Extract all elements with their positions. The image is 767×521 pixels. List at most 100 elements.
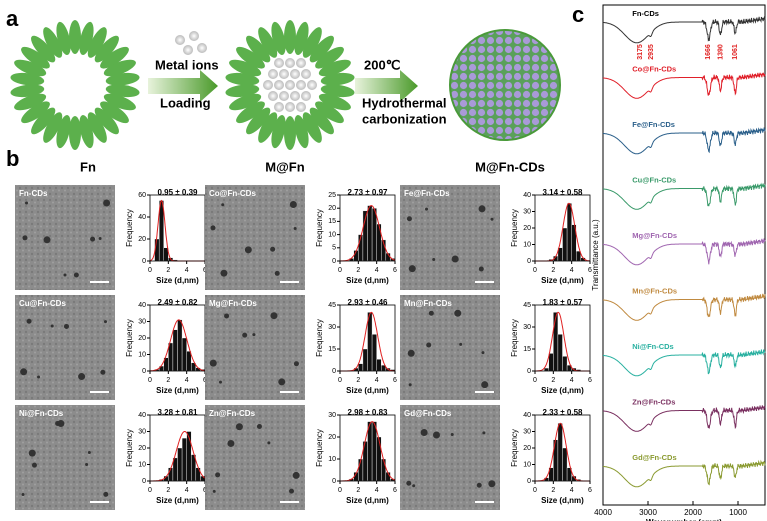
size-label: 3.14 ± 0.58 (543, 188, 584, 197)
histogram-bar (376, 359, 382, 372)
particle (425, 207, 429, 211)
x-tick-label: 6 (393, 267, 397, 274)
metal-ion (301, 91, 311, 101)
particle (28, 449, 36, 457)
particle (252, 333, 256, 337)
x-axis-label: Size (d,nm) (156, 386, 199, 395)
particle (490, 217, 494, 221)
particle (22, 235, 28, 241)
particle (26, 318, 32, 324)
arrow (148, 70, 218, 102)
histogram-bar (172, 329, 178, 372)
histogram-bar (557, 423, 563, 482)
peak-label: 2935 (648, 44, 655, 60)
y-tick-label: 40 (523, 192, 531, 199)
x-tick-label: 4 (185, 487, 189, 494)
curve-label: Mg@Fn-CDs (632, 231, 677, 240)
x-tick-label: 0 (533, 487, 537, 494)
curve-label: Ni@Fn-CDs (632, 342, 673, 351)
y-tick-label: 40 (138, 214, 146, 221)
y-tick-label: 20 (523, 225, 531, 232)
ftir-frame (602, 4, 766, 506)
particle (90, 236, 96, 242)
x-tick-label: 4 (375, 377, 379, 384)
tem-image (15, 405, 115, 510)
particle (412, 484, 416, 488)
petal (309, 107, 334, 135)
x-axis-label: Size (d,nm) (346, 276, 389, 285)
y-tick-label: 0 (527, 368, 531, 375)
histogram-bar (358, 363, 364, 372)
schematic-text: carbonization (362, 111, 447, 126)
x-tick-label: 0 (338, 487, 342, 494)
particle (100, 369, 106, 375)
particle (212, 489, 216, 493)
particle (224, 313, 230, 319)
petal (294, 115, 309, 149)
y-tick-label: 0 (142, 368, 146, 375)
schematic-text: Metal ions (155, 57, 219, 72)
particle (270, 312, 278, 320)
particle (476, 482, 482, 488)
y-tick-label: 30 (523, 324, 531, 331)
curve-label: Cu@Fn-CDs (632, 175, 676, 184)
metal-ion (274, 58, 284, 68)
x-tick-label: 3000 (639, 508, 657, 517)
ftir-curve (602, 16, 766, 44)
y-tick-label: 10 (138, 351, 146, 358)
y-tick-label: 0 (142, 478, 146, 485)
sample-name: Mg@Fn-CDs (209, 299, 257, 308)
y-axis-label: Frequency (510, 209, 519, 247)
y-tick-label: 60 (138, 192, 146, 199)
size-label: 2.49 ± 0.82 (158, 298, 199, 307)
sample-name: Co@Fn-CDs (209, 189, 256, 198)
y-tick-label: 20 (138, 335, 146, 342)
particle (426, 342, 432, 348)
sample-name: Fe@Fn-CDs (404, 189, 450, 198)
x-tick-label: 0 (338, 267, 342, 274)
y-tick-label: 30 (523, 428, 531, 435)
metal-ion (279, 69, 289, 79)
particle (21, 492, 25, 496)
tem-image (15, 295, 115, 400)
particle (31, 462, 37, 468)
particle (432, 258, 436, 262)
petal (94, 107, 119, 135)
metal-ion (285, 102, 295, 112)
petal (100, 46, 129, 69)
sample-name: Ni@Fn-CDs (19, 409, 64, 418)
x-tick-label: 4 (375, 487, 379, 494)
particle (220, 269, 228, 277)
particle (227, 439, 235, 447)
particle (289, 201, 297, 209)
particle (244, 246, 252, 254)
y-tick-label: 0 (142, 258, 146, 265)
x-tick-label: 2000 (684, 508, 702, 517)
metal-ion (274, 102, 284, 112)
particle (481, 351, 485, 355)
particle (293, 226, 297, 230)
ftir-curve (602, 72, 766, 99)
y-tick-label: 30 (138, 318, 146, 325)
y-tick-label: 30 (328, 412, 336, 419)
particle (63, 273, 67, 277)
petal (56, 21, 71, 55)
petal (79, 115, 94, 149)
particle (454, 309, 462, 317)
particle (406, 480, 412, 486)
y-tick-label: 30 (328, 324, 336, 331)
histogram-bar (371, 421, 377, 482)
x-tick-label: 2 (551, 487, 555, 494)
metal-ion (296, 102, 306, 112)
x-axis-label: Size (d,nm) (541, 276, 584, 285)
fit-curve (340, 205, 396, 262)
y-tick-label: 40 (138, 412, 146, 419)
particle (78, 373, 86, 381)
particle (235, 423, 243, 431)
particle (432, 431, 440, 439)
y-tick-label: 20 (138, 445, 146, 452)
petal (69, 116, 81, 150)
particle (459, 342, 463, 346)
y-tick-label: 45 (523, 302, 531, 309)
metal-ion (183, 45, 193, 55)
